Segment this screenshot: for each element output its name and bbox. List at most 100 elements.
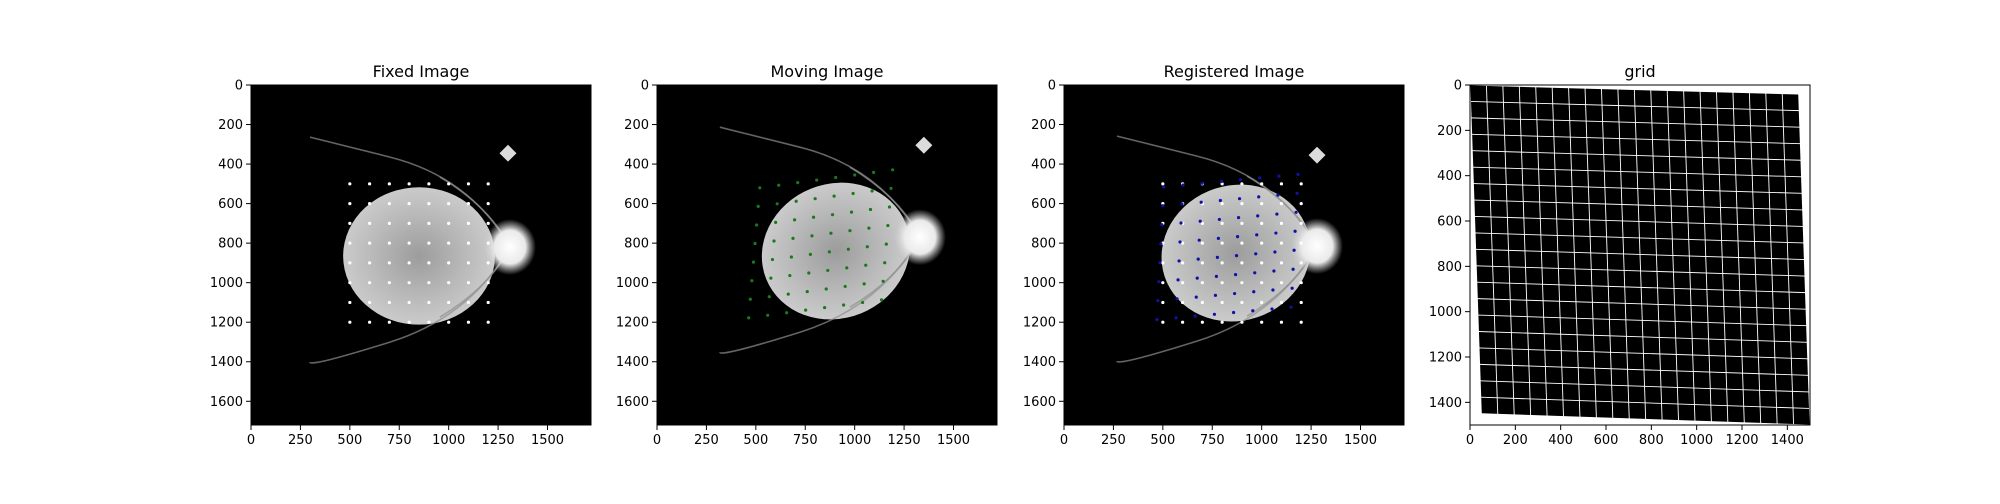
landmark-point [387, 241, 391, 245]
landmark-point [486, 202, 490, 206]
landmark-point [1279, 202, 1284, 206]
landmark-point [1299, 281, 1303, 285]
landmark-point [447, 202, 451, 206]
landmark-point [747, 316, 751, 320]
landmark-point [466, 320, 471, 324]
landmark-point [1160, 223, 1164, 227]
landmark-point [1253, 271, 1257, 275]
landmark-point [1161, 261, 1165, 265]
landmark-point [1156, 299, 1160, 303]
landmark-point [1257, 195, 1261, 199]
x-tick-label: 500 [337, 433, 362, 448]
axes-frame [1469, 84, 1811, 426]
landmark-point [867, 226, 871, 230]
landmark-point [794, 199, 798, 203]
landmark-point [889, 186, 893, 190]
landmark-point [427, 320, 431, 324]
landmark-point [1179, 221, 1183, 225]
y-tick-label: 1600 [210, 395, 243, 410]
landmark-point [842, 303, 846, 307]
landmark-point [1251, 309, 1255, 313]
grid-line-v [1781, 93, 1795, 425]
landmark-point [407, 281, 411, 285]
landmark-point [348, 320, 352, 324]
fundus-disk [343, 187, 495, 325]
landmark-point [748, 297, 752, 301]
landmark-point [387, 300, 391, 305]
y-tick-label: 400 [1031, 158, 1056, 173]
y-tick-label: 1200 [1023, 316, 1056, 331]
landmark-point [1260, 182, 1264, 186]
landmark-point [1174, 316, 1178, 320]
y-tick-label: 600 [1031, 197, 1056, 212]
landmark-point [792, 218, 797, 222]
grid-line-h [1476, 281, 1806, 294]
landmark-point [1181, 281, 1185, 285]
landmark-point [466, 261, 471, 265]
landmark-point [1299, 221, 1303, 225]
landmark-point [1240, 182, 1244, 186]
landmark-point [368, 241, 372, 245]
landmark-point [1275, 212, 1279, 216]
landmark-point [1290, 286, 1294, 290]
landmark-point [348, 202, 352, 206]
landmark-point [1233, 272, 1238, 277]
landmark-point [466, 221, 471, 225]
axes-frame [250, 84, 592, 426]
x-tick-label: 250 [288, 433, 313, 448]
y-tick-label: 1000 [1429, 305, 1462, 320]
landmark-point [807, 271, 811, 275]
landmark-point [407, 241, 411, 245]
grid-line-h [1475, 248, 1805, 260]
panel-1: Fixed Image 0 250 500 750 1000 1250 1500 0 200 400… [210, 62, 592, 448]
grid-line-h [1480, 380, 1809, 393]
landmark-point [1158, 261, 1162, 265]
landmark-point [348, 221, 352, 225]
landmark-point [1255, 233, 1259, 237]
landmark-point [830, 213, 835, 217]
landmark-point [427, 241, 431, 245]
landmark-point [824, 287, 828, 291]
fundus-disk [761, 182, 910, 320]
landmark-point [1232, 291, 1237, 296]
fundus-group [1161, 184, 1311, 322]
landmark-point [1220, 281, 1224, 285]
panel-title: Moving Image [771, 62, 884, 81]
landmark-point [486, 261, 490, 265]
landmark-point [387, 281, 391, 285]
y-tick-label: 0 [1048, 79, 1056, 94]
landmark-point [1232, 310, 1236, 315]
grid-line-h [1480, 396, 1810, 409]
landmark-point [772, 239, 776, 243]
landmark-point [853, 173, 857, 177]
landmark-point [368, 261, 372, 265]
x-tick-label: 500 [1150, 433, 1175, 448]
landmark-point [755, 223, 759, 227]
landmark-point [1161, 204, 1165, 208]
landmark-point [1299, 202, 1303, 206]
landmark-point [1260, 202, 1264, 206]
fundus-disk [1161, 184, 1311, 322]
y-tick-label: 200 [1437, 124, 1462, 139]
landmark-point [786, 292, 790, 296]
landmark-point [829, 231, 833, 235]
landmark-point [447, 221, 451, 225]
landmark-point [1260, 241, 1264, 245]
landmark-point [1252, 290, 1256, 294]
grid-line-h [1479, 363, 1809, 376]
landmark-point [1299, 300, 1303, 305]
landmark-point [1235, 235, 1240, 239]
landmark-point [1240, 221, 1244, 225]
landmark-point [407, 300, 411, 305]
landmark-point [447, 241, 451, 245]
landmark-point [368, 320, 372, 324]
grid-line-v [1683, 90, 1696, 422]
landmark-point [1200, 221, 1204, 225]
y-tick-label: 400 [624, 158, 649, 173]
landmark-point [823, 305, 827, 310]
landmark-point [368, 300, 372, 305]
landmark-point [881, 279, 885, 283]
y-tick-label: 1200 [210, 316, 243, 331]
landmark-point [1254, 252, 1258, 256]
